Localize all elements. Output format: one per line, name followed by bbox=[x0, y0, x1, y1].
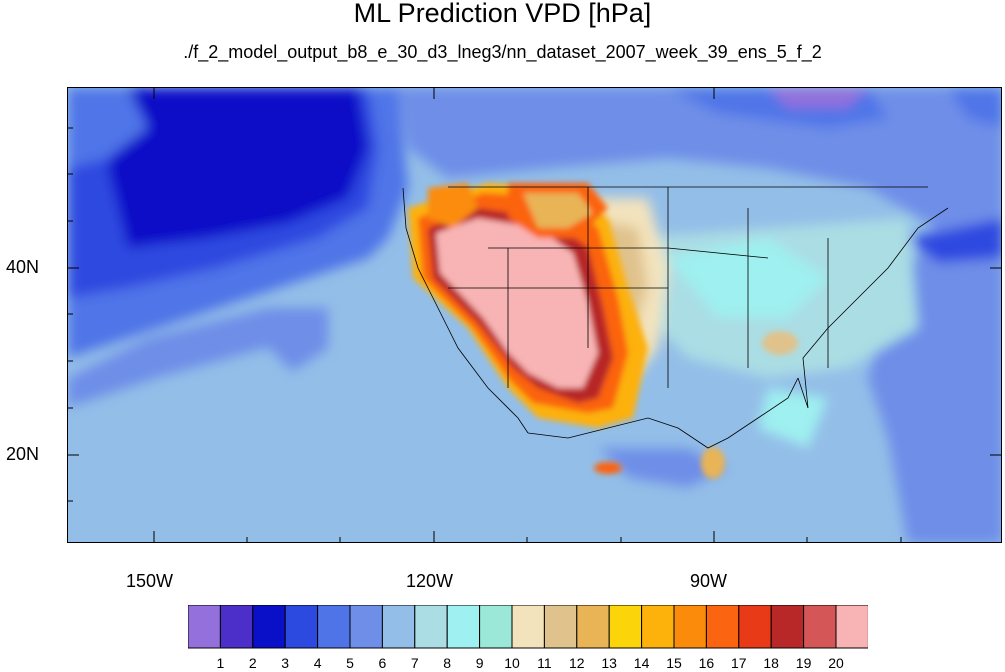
colorbar-tick-label: 13 bbox=[601, 655, 617, 671]
colorbar-swatch bbox=[835, 605, 868, 649]
colorbar-swatch bbox=[479, 605, 513, 649]
colorbar-tick-label: 2 bbox=[248, 655, 257, 671]
colorbar-tick-label: 18 bbox=[763, 655, 779, 671]
vpd-field bbox=[68, 88, 1001, 542]
colorbar-swatch bbox=[188, 605, 221, 649]
colorbar-swatch bbox=[673, 605, 707, 649]
colorbar-swatch bbox=[641, 605, 675, 649]
colorbar-tick-label: 9 bbox=[475, 655, 484, 671]
colorbar bbox=[188, 605, 868, 649]
lat-label-20n: 20N bbox=[6, 444, 40, 464]
colorbar-tick-label: 4 bbox=[313, 655, 322, 671]
colorbar-swatch bbox=[381, 605, 416, 649]
colorbar-swatch bbox=[317, 605, 351, 649]
colorbar-tick-label: 14 bbox=[633, 655, 650, 671]
colorbar-swatch bbox=[738, 605, 772, 649]
colorbar-swatch bbox=[543, 605, 578, 649]
colorbar-tick-label: 12 bbox=[569, 655, 585, 671]
colorbar-swatch bbox=[511, 605, 545, 649]
colorbar-tick-label: 6 bbox=[378, 655, 387, 671]
colorbar-swatch bbox=[284, 605, 319, 649]
lat-label-40n: 40N bbox=[6, 257, 40, 277]
plot-subtitle: ./f_2_model_output_b8_e_30_d3_lneg3/nn_d… bbox=[183, 42, 822, 62]
colorbar-swatch bbox=[414, 605, 448, 649]
colorbar-tick-label: 1 bbox=[216, 655, 225, 671]
lon-label-120w: 120W bbox=[406, 571, 454, 591]
colorbar-swatch bbox=[252, 605, 286, 649]
colorbar-tick-label: 17 bbox=[731, 655, 747, 671]
colorbar-tick-label: 5 bbox=[346, 655, 354, 671]
colorbar-tick-label: 11 bbox=[537, 655, 552, 671]
colorbar-tick-label: 3 bbox=[281, 655, 290, 671]
lon-label-150w: 150W bbox=[126, 571, 174, 591]
colorbar-swatch bbox=[576, 605, 610, 649]
map-panel bbox=[67, 87, 1002, 543]
plot-title: ML Prediction VPD [hPa] bbox=[353, 0, 652, 28]
lon-label-90w: 90W bbox=[690, 571, 728, 591]
colorbar-tick-label: 15 bbox=[666, 655, 682, 671]
colorbar-swatch bbox=[219, 605, 254, 649]
colorbar-tick-label: 16 bbox=[698, 655, 715, 671]
colorbar-swatch bbox=[770, 605, 805, 649]
colorbar-tick-label: 8 bbox=[443, 655, 452, 671]
colorbar-tick-label: 20 bbox=[828, 655, 844, 671]
colorbar-swatch bbox=[349, 605, 383, 649]
colorbar-swatch bbox=[705, 605, 740, 649]
colorbar-tick-label: 19 bbox=[795, 655, 812, 671]
colorbar-tick-label: 7 bbox=[410, 655, 419, 671]
colorbar-swatch bbox=[608, 605, 643, 649]
colorbar-tick-label: 10 bbox=[504, 655, 520, 671]
colorbar-swatch bbox=[803, 605, 837, 649]
colorbar-swatch bbox=[446, 605, 481, 649]
